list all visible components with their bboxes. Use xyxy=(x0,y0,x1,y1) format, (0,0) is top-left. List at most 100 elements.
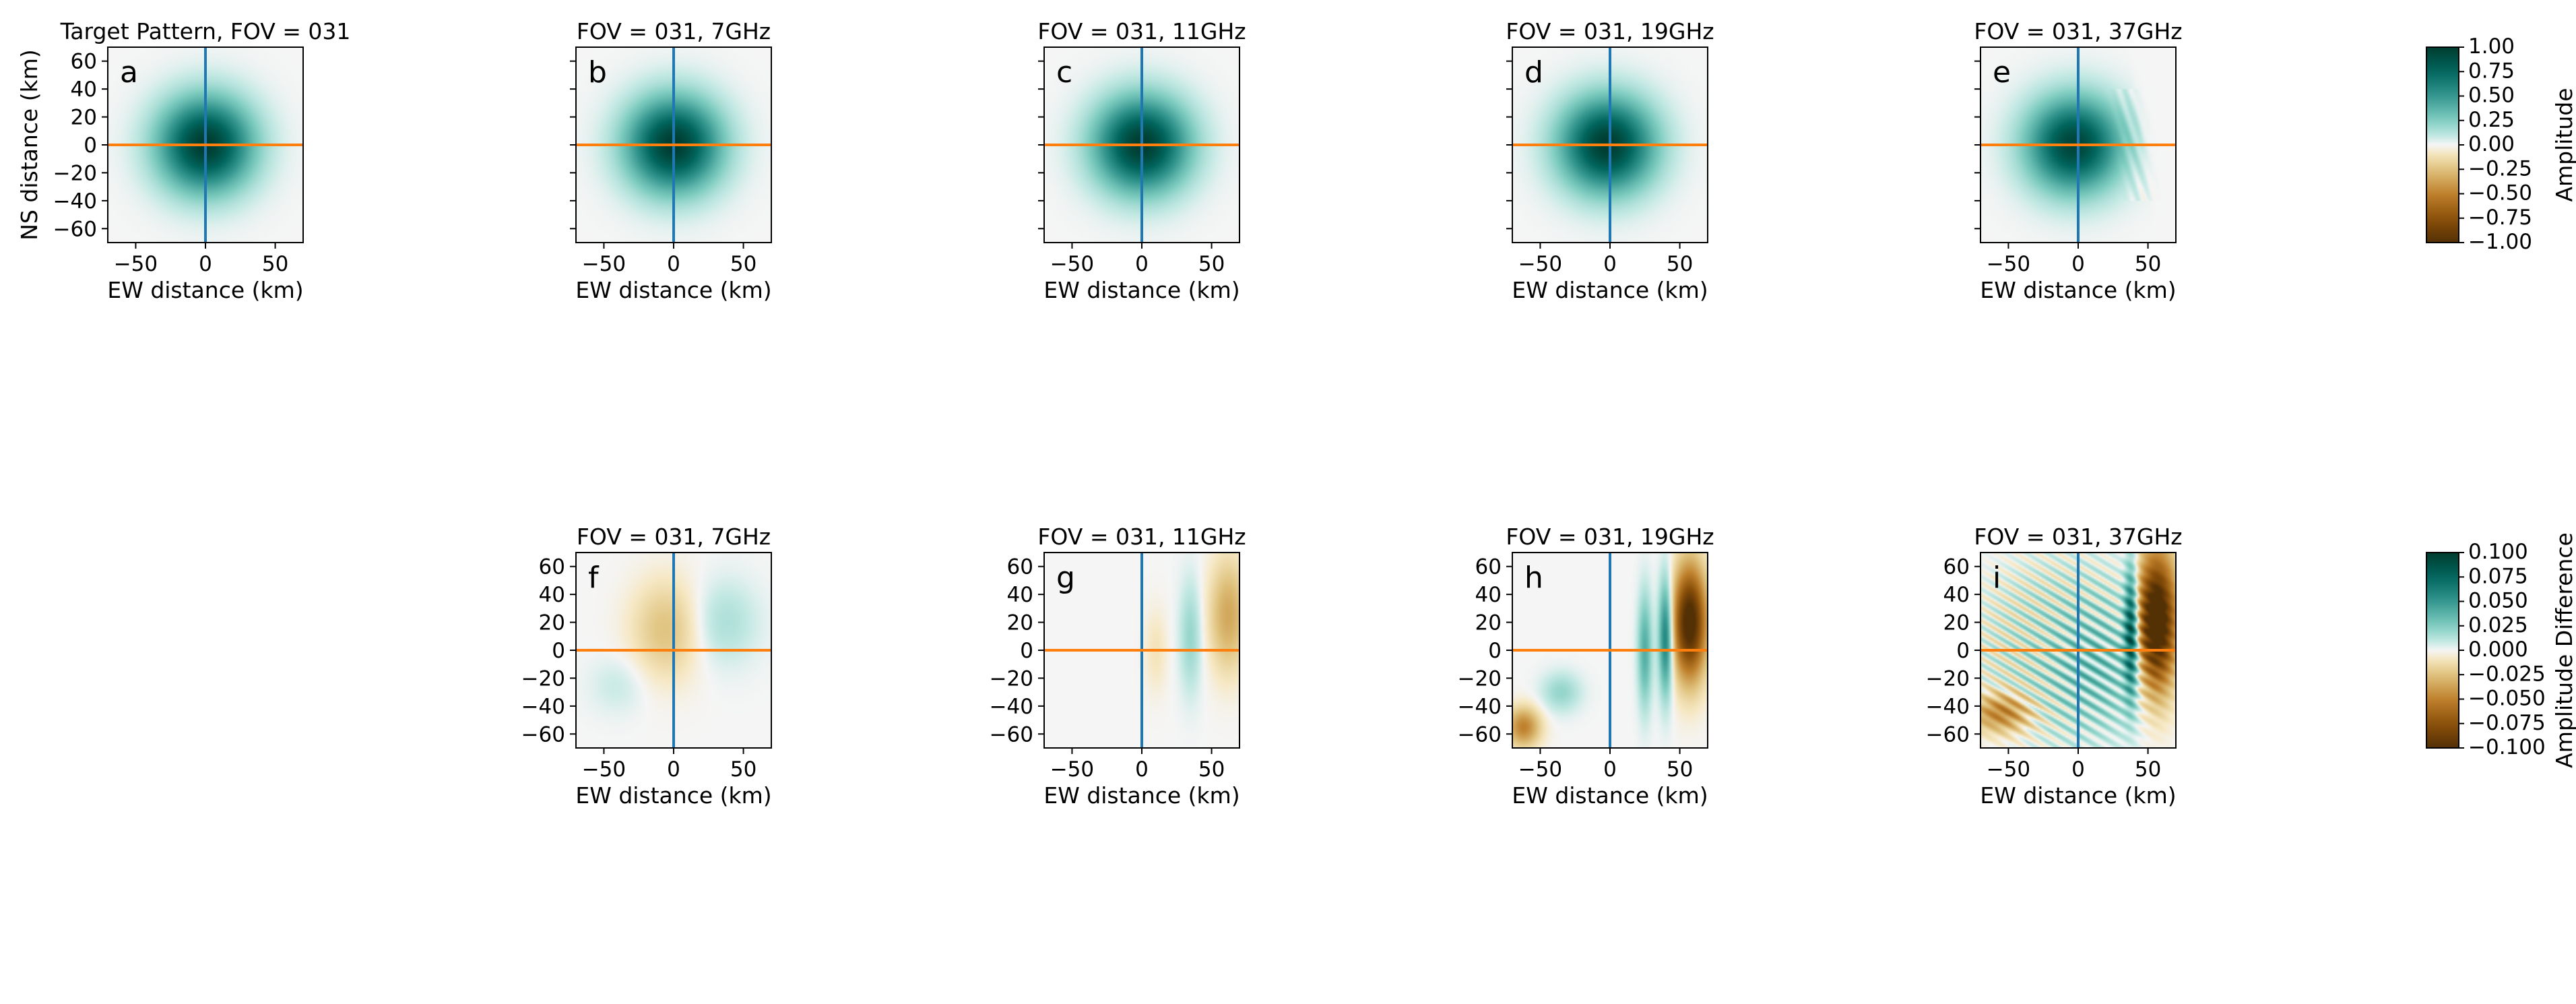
colorbar-amplitude-tick-label: −0.50 xyxy=(2468,181,2532,206)
panel-i-xtick-label: 0 xyxy=(2071,757,2085,782)
panel-h-ytick-label: 60 xyxy=(1475,555,1502,579)
colorbar-amplitude-difference-tick-label: −0.075 xyxy=(2468,711,2546,735)
panel-f-xlabel: EW distance (km) xyxy=(575,782,771,809)
panel-g-xtick-label: 0 xyxy=(1135,757,1149,782)
panel-g-ytick-label: −60 xyxy=(990,722,1033,747)
colorbar-amplitude-difference-tick-label: 0.100 xyxy=(2468,540,2528,564)
panel-a-ytick-label: −40 xyxy=(53,189,97,214)
panel-f-ytick-label: −40 xyxy=(521,695,565,719)
panel-b-xtick-label: 0 xyxy=(667,252,680,276)
panel-f-xtick-label: −50 xyxy=(582,757,626,782)
panel-h-ytick-label: 20 xyxy=(1475,611,1502,635)
colorbar-amplitude-difference-tick-label: 0.050 xyxy=(2468,589,2528,613)
panel-e-xtick-label: −50 xyxy=(1987,252,2030,276)
colorbar-amplitude-difference-tick-label: 0.025 xyxy=(2468,613,2528,637)
panel-e-xlabel: EW distance (km) xyxy=(1980,277,2176,303)
colorbar-amplitude-difference-tick-label: −0.100 xyxy=(2468,735,2546,759)
panel-h-xlabel: EW distance (km) xyxy=(1512,782,1708,809)
panel-f-title: FOV = 031, 7GHz xyxy=(577,524,771,550)
panels-group: Target Pattern, FOV = 031 a −50 0 50 60 40 20 0 −… xyxy=(16,18,2183,809)
colorbar-amplitude-tick-label: −0.25 xyxy=(2468,156,2532,181)
panel-a-ytick-label: 20 xyxy=(71,106,97,130)
panel-f-letter: f xyxy=(588,561,600,595)
panel-a-letter: a xyxy=(120,55,138,90)
panel-f-ytick-label: 60 xyxy=(539,555,565,579)
panel-g-xtick-label: 50 xyxy=(1198,757,1225,782)
panel-d-xtick-label: 0 xyxy=(1603,252,1617,276)
panel-c-letter: c xyxy=(1056,55,1072,90)
panel-d-title: FOV = 031, 19GHz xyxy=(1506,18,1714,44)
panel-d-letter: d xyxy=(1524,55,1543,90)
colorbar-amplitude-difference-gradient xyxy=(2426,552,2459,749)
colorbar-amplitude-tick-label: 0.50 xyxy=(2468,84,2515,108)
panel-i-ytick-label: 20 xyxy=(1943,611,1970,635)
colorbar-amplitude-label: Amplitude xyxy=(2551,88,2576,201)
panel-a-ylabel: NS distance (km) xyxy=(16,49,42,240)
panel-h-title: FOV = 031, 19GHz xyxy=(1506,524,1714,550)
panel-i-xlabel: EW distance (km) xyxy=(1980,782,2176,809)
panel-f-xtick-label: 50 xyxy=(730,757,756,782)
panel-h-ytick-label: 40 xyxy=(1475,583,1502,607)
panel-i-ytick-label: −20 xyxy=(1926,666,1970,691)
panel-h-xtick-label: −50 xyxy=(1518,757,1562,782)
panel-g-letter: g xyxy=(1056,561,1075,595)
panel-c-title: FOV = 031, 11GHz xyxy=(1037,18,1246,44)
panel-a: Target Pattern, FOV = 031 a −50 0 50 60 40 20 0 −… xyxy=(16,18,350,303)
colorbar-amplitude-tick-label: −1.00 xyxy=(2468,230,2532,254)
panel-g-ytick-label: 20 xyxy=(1007,611,1033,635)
panel-c-xtick-label: −50 xyxy=(1050,252,1094,276)
panel-e-xtick-label: 0 xyxy=(2071,252,2085,276)
panel-f: FOV = 031, 7GHz f −50 0 50 60 40 20 0 −20 −40 −60 EW… xyxy=(521,524,772,809)
panel-f-ytick-label: 0 xyxy=(552,639,565,663)
panel-i-title: FOV = 031, 37GHz xyxy=(1974,524,2182,550)
panel-h-ytick-label: −20 xyxy=(1458,666,1502,691)
panel-a-xtick-label: −50 xyxy=(114,252,158,276)
panel-i-ytick-label: 0 xyxy=(1956,639,1970,663)
panel-f-ytick-label: −60 xyxy=(521,722,565,747)
panel-a-ytick-label: −20 xyxy=(53,161,97,185)
panel-g-ytick-label: 0 xyxy=(1020,639,1033,663)
panel-h-ytick-label: −40 xyxy=(1458,695,1502,719)
panel-a-xtick-label: 0 xyxy=(199,252,212,276)
panel-a-ytick-label: 60 xyxy=(71,50,97,74)
panel-h-xtick-label: 50 xyxy=(1667,757,1693,782)
panel-d-xtick-label: −50 xyxy=(1518,252,1562,276)
panel-a-ytick-label: 0 xyxy=(84,133,97,158)
panel-h-ytick-label: −60 xyxy=(1458,722,1502,747)
colorbar-amplitude-difference-tick-label: 0.000 xyxy=(2468,637,2528,662)
panel-i-ytick-label: 40 xyxy=(1943,583,1970,607)
panel-c-xtick-label: 0 xyxy=(1135,252,1149,276)
panel-d-xtick-label: 50 xyxy=(1667,252,1693,276)
panel-g-title: FOV = 031, 11GHz xyxy=(1037,524,1246,550)
panel-f-ytick-label: 20 xyxy=(539,611,565,635)
panel-g-xlabel: EW distance (km) xyxy=(1043,782,1239,809)
panel-b-xlabel: EW distance (km) xyxy=(575,277,771,303)
panel-g: FOV = 031, 11GHz g −50 0 50 60 40 20 0 −20 −40 −60 E… xyxy=(990,524,1246,809)
panel-h-xtick-label: 0 xyxy=(1603,757,1617,782)
panel-g-ytick-label: −20 xyxy=(990,666,1033,691)
panel-a-xtick-label: 50 xyxy=(262,252,288,276)
colorbar-amplitude-tick-label: 0.25 xyxy=(2468,108,2515,132)
colorbar-amplitude-tick-label: 1.00 xyxy=(2468,34,2515,59)
panel-f-ytick-label: −20 xyxy=(521,666,565,691)
panel-b-xtick-label: −50 xyxy=(582,252,626,276)
panel-d-xlabel: EW distance (km) xyxy=(1512,277,1708,303)
colorbar-amplitude-tick-label: 0.75 xyxy=(2468,59,2515,83)
panel-f-xtick-label: 0 xyxy=(667,757,680,782)
colorbar-amplitude-difference-tick-label: 0.075 xyxy=(2468,564,2528,588)
panel-e-xtick-label: 50 xyxy=(2135,252,2161,276)
panel-i-xtick-label: −50 xyxy=(1987,757,2030,782)
panel-b-letter: b xyxy=(588,55,607,90)
panel-e-letter: e xyxy=(1993,55,2011,90)
panel-c-xlabel: EW distance (km) xyxy=(1043,277,1239,303)
colorbar-amplitude-difference-tick-label: −0.050 xyxy=(2468,687,2546,711)
colorbar-amplitude-tick-label: 0.00 xyxy=(2468,132,2515,156)
panel-i-ytick-label: −40 xyxy=(1926,695,1970,719)
colorbar-amplitude-difference-tick-label: −0.025 xyxy=(2468,662,2546,686)
colorbar-amplitude-tick-label: −0.75 xyxy=(2468,206,2532,230)
panel-a-xlabel: EW distance (km) xyxy=(107,277,303,303)
